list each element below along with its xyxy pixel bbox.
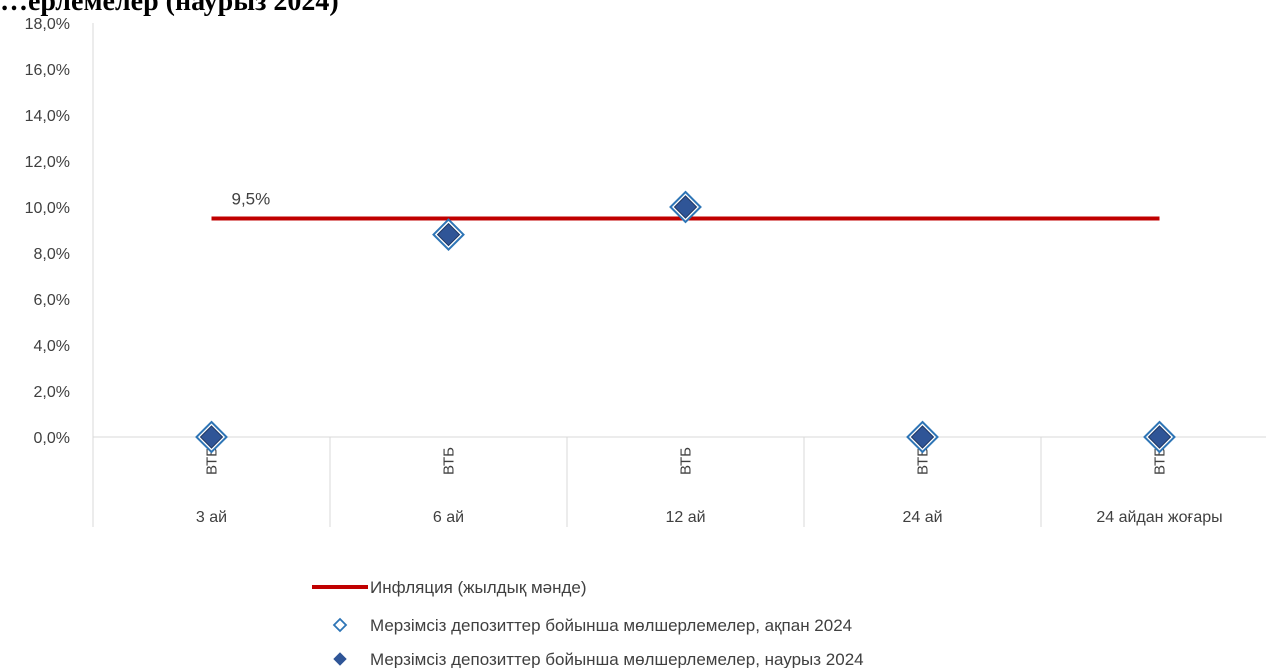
legend-label: Инфляция (жылдық мәнде): [370, 578, 587, 597]
legend-label: Мерзімсіз депозиттер бойынша мөлшерлемел…: [370, 650, 864, 668]
mar-rate-point: [436, 222, 461, 247]
y-tick-label: 6,0%: [34, 292, 70, 309]
legend-label: Мерзімсіз депозиттер бойынша мөлшерлемел…: [370, 616, 852, 635]
y-tick-label: 2,0%: [34, 384, 70, 401]
legend-item-feb: Мерзімсіз депозиттер бойынша мөлшерлемел…: [332, 616, 852, 635]
mar-rate-point: [1147, 425, 1172, 449]
category-bank-label: ВТБ: [441, 447, 458, 475]
mar-rate-point: [673, 195, 698, 219]
y-tick-label: 16,0%: [25, 62, 70, 79]
y-axis-ticks: 0,0% 2,0% 4,0% 6,0% 8,0% 10,0% 12,0% 14,0% 16,0%…: [25, 16, 70, 447]
legend-filled-diamond-icon: [333, 652, 347, 666]
inflation-data-label: 9,5%: [232, 190, 271, 209]
y-tick-label: 4,0%: [34, 338, 70, 355]
legend-hollow-diamond-icon: [332, 617, 348, 633]
axes: [92, 23, 1266, 527]
category-bank-label: ВТБ: [678, 447, 695, 475]
y-tick-label: 8,0%: [34, 246, 70, 263]
category-group-label: 12 ай: [665, 509, 705, 526]
y-tick-label: 18,0%: [25, 16, 70, 33]
legend-item-inflation: Инфляция (жылдық мәнде): [312, 578, 587, 597]
legend: Инфляция (жылдық мәнде) Мерзімсіз депозит…: [312, 578, 864, 668]
mar-rate-point: [910, 425, 935, 449]
category-bank-label: ВТБ: [915, 447, 932, 475]
y-tick-label: 10,0%: [25, 200, 70, 217]
y-tick-label: 14,0%: [25, 108, 70, 125]
y-tick-label: 12,0%: [25, 154, 70, 171]
category-group-label: 6 ай: [433, 509, 464, 526]
chart-title: …ерлемелер (наурыз 2024): [0, 0, 339, 17]
category-group-label: 24 айдан жоғары: [1096, 509, 1222, 526]
rate-series: [195, 190, 1176, 454]
y-tick-label: 0,0%: [34, 430, 70, 447]
category-group-label: 3 ай: [196, 509, 227, 526]
category-bank-label: ВТБ: [1152, 447, 1169, 475]
mar-rate-point: [199, 425, 224, 449]
category-bank-label: ВТБ: [204, 447, 221, 475]
category-group-label: 24 ай: [902, 509, 942, 526]
legend-item-mar: Мерзімсіз депозиттер бойынша мөлшерлемел…: [333, 650, 864, 668]
category-labels: ВТБ 3 ай ВТБ 6 ай ВТБ 12 ай ВТБ 24 ай ВТБ 24 айда…: [196, 447, 1223, 526]
